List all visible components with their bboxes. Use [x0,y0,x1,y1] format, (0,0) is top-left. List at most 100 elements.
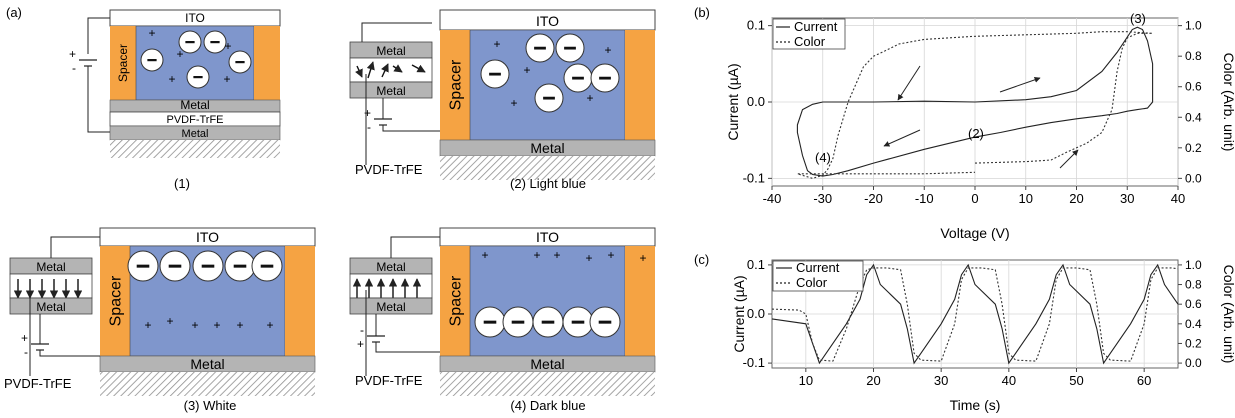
anion-minus [572,76,584,80]
spacer-left [440,246,470,356]
cation-plus: + [493,37,500,51]
spacer-right [625,246,655,356]
chart-c-series-current [771,263,1179,365]
cation-plus: + [224,39,231,53]
cap-pvdf-layer [349,273,433,299]
anion-minus [598,320,612,324]
wire [87,17,110,54]
spacer-right [625,30,655,140]
cap-metal-bottom-label: Metal [376,300,405,314]
cation-plus: + [585,251,592,265]
dipole-arrow [411,64,426,73]
cap-metal-top-label: Metal [36,260,65,274]
spacer-label: Spacer [116,44,130,82]
anion-minus [543,96,555,100]
chart-b-ylabel: Current (µA) [725,63,741,140]
battery-sign-top: - [360,323,364,337]
cation-plus: + [523,63,530,77]
y2-tick-label: 1.0 [1185,258,1202,272]
anion-minus [235,61,245,64]
spacer-left [100,246,130,356]
anion-minus [185,41,195,44]
spacer-label: Spacer [108,275,125,326]
cation-plus: + [553,248,560,262]
battery-sign-top: + [69,47,76,61]
anion-minus [193,76,203,79]
spacer-left [110,26,136,100]
wire [375,342,440,353]
x-tick-label: 10 [799,373,813,388]
chart-b-xlabel: Voltage (V) [940,225,1009,241]
chart-c-xlabel: Time (s) [950,397,1001,413]
wire [361,22,432,42]
x-tick-label: -40 [763,191,782,206]
chart-b-series-color [797,31,1153,179]
ito-label: ITO [185,11,205,25]
chart-b-iv-color-loop: -40 -30 -20 -10 0 10 20 30 40 0.1 0.0 -0.1 1.0 0.8 0.6… [725,11,1235,241]
y2-tick-label: 0.6 [1185,80,1202,94]
annotation-state-4: (4) [815,150,831,165]
ito-label: ITO [536,13,559,29]
arrow-reverse-current [883,129,921,147]
pvdf-label-2: PVDF-TrFE [355,162,423,177]
anion-minus [260,264,274,268]
y-tick-label: 0.1 [747,18,765,33]
dipole-arrow [355,65,363,78]
cation-plus: + [148,26,155,40]
cap-metal-top-label: Metal [376,44,405,58]
cation-plus: + [144,318,151,332]
caption-state-4: (4) Dark blue [510,398,585,413]
x-tick-label: 20 [866,373,880,388]
spacer-right [285,246,315,356]
y-tick-label: -0.1 [743,170,765,185]
legend-label-current: Current [794,19,838,34]
cation-plus: + [168,72,175,86]
cap-pvdf-layer [9,273,93,299]
x-tick-label: 20 [1069,191,1083,206]
battery-sign-top: + [364,106,371,120]
cap-metal-bottom-label: Metal [36,300,65,314]
arrow-color-bleach [897,65,921,101]
x-tick-label: 40 [1171,191,1185,206]
spacer-left [440,30,470,140]
anion-minus [136,264,150,268]
annotation-state-3: (3) [1130,11,1146,26]
chart-c-y2label: Color (Arb. unit) [1221,265,1235,364]
wire [87,66,110,133]
anion-minus [147,59,157,62]
dipole-arrows [355,61,426,79]
chart-c-time-response: 10 20 30 40 50 60 0.1 0.0 -0.1 1.0 0.8 0.6 0.4 0.2 0.0… [731,257,1235,413]
pvdf-label: PVDF-TrFE [166,114,223,126]
dipole-arrows [352,278,422,298]
caption-state-3: (3) White [184,398,237,413]
legend-label-color: Color [794,34,826,49]
metal-label: Metal [530,140,564,156]
anion-minus [564,46,576,50]
chart-b-series-current [796,26,1154,177]
cap-metal-bottom [349,81,433,99]
substrate [440,372,655,396]
y2-tick-label: 0.0 [1185,356,1202,370]
cation-plus: + [213,318,220,332]
cap-metal-bottom-label: Metal [376,84,405,98]
electrolyte [469,245,626,357]
caption-state-2: (2) Light blue [510,176,586,191]
battery-sign-bottom: - [367,120,371,134]
chart-c-legend: Current Color [772,260,864,292]
arrow-color-darken [1059,149,1079,169]
battery-sign-top: + [21,331,28,345]
y-tick-label: 0.1 [747,257,765,272]
wire [382,125,440,132]
cap-pvdf-layer [349,57,433,83]
metal-2-label: Metal [182,128,209,140]
chart-c-ylabel: Current (µA) [731,275,747,352]
chart-b-direction-arrows [883,65,1079,169]
cap-metal-top-label: Metal [376,260,405,274]
anion-minus [210,41,220,44]
cation-plus: + [533,248,540,262]
y-tick-label: -0.1 [743,355,765,370]
